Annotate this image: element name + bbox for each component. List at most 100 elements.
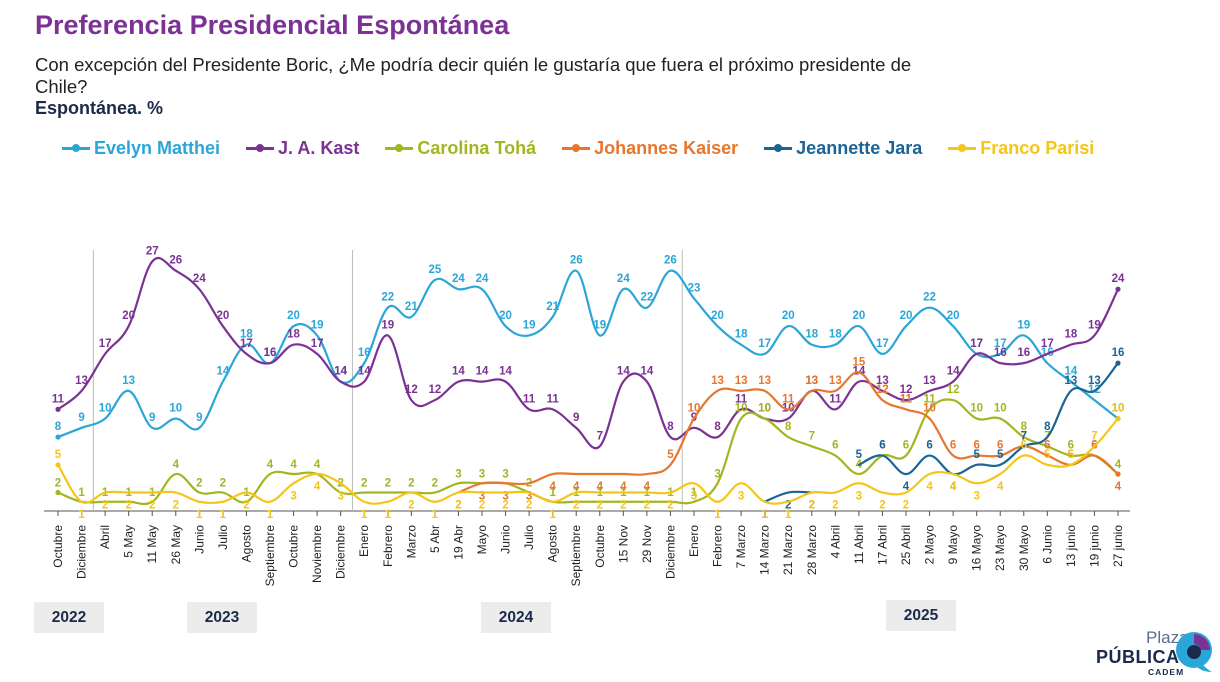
x-tick-label: 15 Nov	[616, 525, 630, 563]
data-label: 26	[169, 255, 182, 267]
data-label: 2	[196, 478, 202, 490]
data-label: 10	[735, 403, 748, 415]
data-label: 12	[428, 384, 441, 396]
data-label: 13	[735, 375, 748, 387]
series-line	[56, 417, 1120, 505]
data-label: 13	[1088, 375, 1101, 387]
data-label: 2	[667, 500, 673, 512]
data-label: 14	[476, 366, 489, 378]
legend-label: Jeannette Jara	[796, 138, 923, 158]
data-label: 4	[267, 459, 274, 471]
data-label: 11	[547, 393, 560, 405]
data-label: 2	[526, 500, 532, 512]
logo-text-cadem: CADEM	[1148, 667, 1185, 677]
data-label: 2	[903, 500, 909, 512]
data-label: 3	[290, 490, 296, 502]
chart-title: Preferencia Presidencial Espontánea	[35, 10, 510, 40]
data-label: 24	[617, 273, 630, 285]
data-label: 5	[997, 449, 1004, 461]
x-tick-label: Diciembre	[334, 525, 348, 579]
x-tick-label: Febrero	[711, 525, 725, 567]
data-label: 2	[173, 500, 179, 512]
data-label: 19	[381, 319, 394, 331]
data-label: 20	[947, 310, 960, 322]
data-label: 5	[973, 449, 980, 461]
data-label: 3	[691, 490, 697, 502]
data-label: 6	[903, 440, 909, 452]
series-line	[56, 269, 1120, 439]
x-tick-label: 21 Marzo	[781, 525, 795, 575]
data-label: 2	[455, 500, 461, 512]
data-label: 21	[546, 301, 559, 313]
data-label: 2	[55, 478, 61, 490]
data-label: 20	[287, 310, 300, 322]
data-label: 6	[879, 440, 885, 452]
data-label: 3	[738, 490, 744, 502]
x-tick-label: 7 Marzo	[734, 525, 748, 569]
data-label: 1	[220, 509, 227, 521]
data-label: 2	[832, 500, 838, 512]
data-point	[1115, 286, 1121, 292]
data-label: 16	[994, 347, 1007, 359]
data-point	[55, 462, 61, 468]
data-label: 3	[455, 468, 461, 480]
data-label: 2	[149, 500, 155, 512]
data-point	[1115, 471, 1121, 477]
x-tick-label: Julio	[216, 525, 230, 550]
data-label: 22	[923, 292, 936, 304]
data-label: 9	[196, 412, 202, 424]
data-label: 13	[122, 375, 135, 387]
legend-label: Evelyn Matthei	[94, 138, 221, 158]
data-label: 10	[758, 403, 771, 415]
data-label: 11	[829, 393, 842, 405]
data-label: 19	[593, 319, 606, 331]
data-label: 10	[169, 403, 182, 415]
data-label: 13	[758, 375, 771, 387]
data-label: 20	[499, 310, 512, 322]
data-label: 6	[832, 440, 838, 452]
data-label: 2	[102, 500, 108, 512]
data-label: 6	[879, 440, 885, 452]
data-label: 4	[1115, 481, 1122, 493]
data-label: 21	[405, 301, 418, 313]
data-label: 2	[361, 478, 367, 490]
data-point	[55, 434, 61, 440]
data-label: 2	[432, 478, 438, 490]
data-label: 13	[1064, 375, 1077, 387]
data-label: 2	[785, 500, 791, 512]
data-label: 17	[1041, 338, 1054, 350]
data-label: 17	[970, 338, 983, 350]
data-label: 5	[856, 449, 863, 461]
data-label: 24	[476, 273, 489, 285]
data-label: 14	[452, 366, 465, 378]
data-label: 4	[644, 481, 651, 493]
x-tick-label: Junio	[499, 525, 513, 554]
data-label: 8	[1044, 421, 1051, 433]
data-label: 19	[1017, 319, 1030, 331]
data-label: 3	[337, 490, 343, 502]
data-label: 7	[1021, 430, 1027, 442]
x-tick-label: Mayo	[475, 525, 489, 555]
legend-item: Johannes Kaiser	[562, 138, 738, 159]
series-line	[56, 398, 1120, 506]
data-label: 2	[809, 500, 815, 512]
data-label: 11	[523, 393, 536, 405]
data-label: 2	[385, 478, 391, 490]
data-label: 10	[688, 403, 701, 415]
data-label: 10	[99, 403, 112, 415]
data-label: 6	[1021, 440, 1027, 452]
legend-swatch	[246, 144, 275, 152]
x-tick-label: 30 Mayo	[1017, 525, 1031, 571]
data-label: 1	[714, 509, 721, 521]
data-label: 5	[1044, 449, 1051, 461]
data-label: 3	[526, 490, 532, 502]
data-label: 2	[408, 500, 414, 512]
x-tick-label: 26 May	[169, 525, 183, 564]
data-label: 17	[876, 338, 889, 350]
data-label: 6	[973, 440, 979, 452]
data-label: 24	[1112, 273, 1125, 285]
data-label: 4	[950, 481, 957, 493]
data-label: 15	[852, 356, 865, 368]
x-tick-label: 5 May	[122, 525, 136, 558]
data-label: 11	[782, 393, 795, 405]
